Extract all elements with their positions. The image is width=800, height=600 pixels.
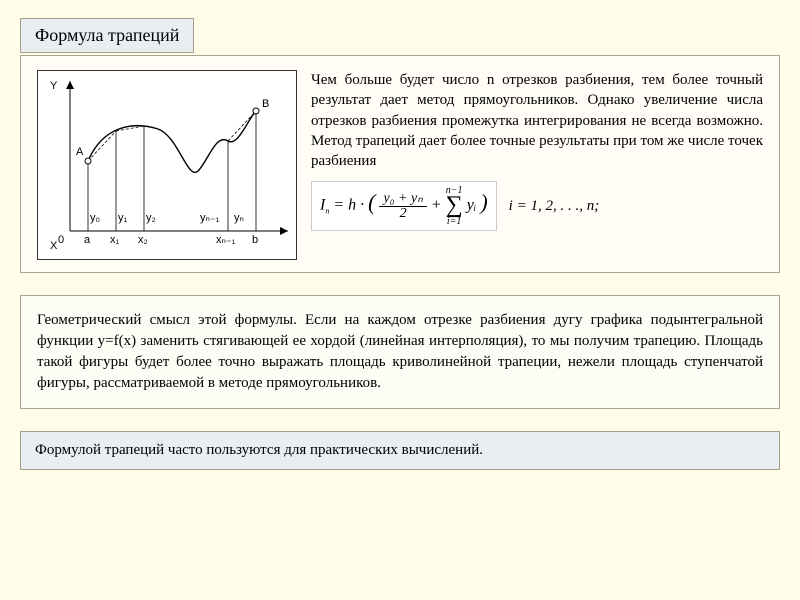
main-paragraph: Чем больше будет число n отрезков разбие… — [311, 72, 763, 169]
bottom-note-box: Формулой трапеций часто пользуются для п… — [20, 431, 780, 470]
svg-text:yₙ: yₙ — [234, 212, 244, 224]
geometric-meaning-box: Геометрический смысл этой формулы. Если … — [20, 295, 780, 409]
origin-label: 0 — [58, 234, 64, 246]
point-a: A — [76, 146, 84, 158]
index-range: i = 1, 2, . . ., n; — [509, 196, 600, 216]
bottom-note: Формулой трапеций часто пользуются для п… — [35, 442, 483, 458]
svg-text:b: b — [252, 234, 258, 246]
point-b: B — [262, 98, 269, 110]
formula-row: In = h · ( y₀ + yₙ 2 + n−1 ∑ i=1 yᵢ ) i … — [311, 181, 763, 231]
trapezoid-graph: Y X 0 A B a x₁ x₂ xₙ₋₁ b — [37, 70, 297, 260]
trapezoid-formula: In = h · ( y₀ + yₙ 2 + n−1 ∑ i=1 yᵢ ) — [311, 181, 497, 231]
svg-text:x₂: x₂ — [138, 234, 148, 246]
svg-text:y₁: y₁ — [118, 212, 128, 224]
svg-text:y₂: y₂ — [146, 212, 156, 224]
axis-y-label: Y — [50, 80, 58, 92]
svg-text:x₁: x₁ — [110, 234, 120, 246]
main-box: Y X 0 A B a x₁ x₂ xₙ₋₁ b — [20, 55, 780, 273]
geom-paragraph: Геометрический смысл этой формулы. Если … — [37, 312, 763, 391]
svg-text:yₙ₋₁: yₙ₋₁ — [200, 212, 220, 224]
svg-text:a: a — [84, 234, 91, 246]
svg-text:xₙ₋₁: xₙ₋₁ — [216, 234, 236, 246]
curve-path — [88, 111, 256, 172]
axis-x-label: X — [50, 240, 58, 252]
svg-text:y₀: y₀ — [90, 212, 100, 224]
main-text-block: Чем больше будет число n отрезков разбие… — [311, 70, 763, 231]
title-text: Формула трапеций — [35, 25, 179, 45]
title-box: Формула трапеций — [20, 18, 194, 53]
